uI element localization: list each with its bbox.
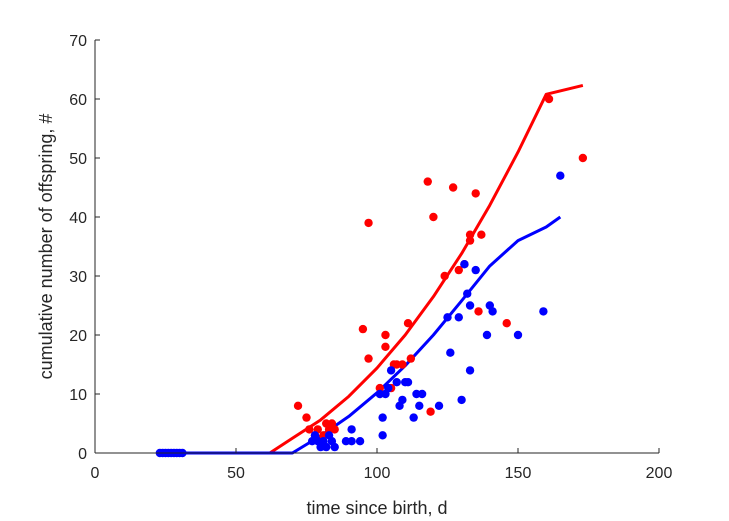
data-point-0-0: [293, 401, 303, 410]
data-point-0-14: [381, 330, 390, 340]
data-point-1-30: [398, 395, 407, 405]
data-point-0-11: [364, 354, 373, 363]
y-tick-label: 60: [69, 92, 87, 109]
data-point-0-34: [502, 319, 511, 328]
data-point-1-26: [384, 383, 393, 393]
data-point-0-10: [358, 324, 368, 334]
data-point-0-1: [302, 413, 311, 422]
data-point-0-35: [544, 94, 554, 104]
x-tick-label: 50: [227, 465, 245, 482]
plot-area: [155, 83, 588, 458]
data-point-0-22: [423, 177, 432, 186]
data-point-1-43: [463, 289, 472, 298]
data-point-0-31: [471, 189, 480, 198]
y-tick-label: 10: [69, 387, 87, 404]
y-tick-label: 40: [69, 210, 87, 227]
data-point-1-51: [539, 307, 548, 316]
data-point-0-30: [465, 236, 475, 245]
data-point-0-23: [426, 407, 435, 416]
data-point-0-9: [330, 425, 339, 434]
data-point-1-42: [460, 260, 469, 269]
data-point-1-37: [434, 401, 444, 410]
data-point-0-12: [364, 218, 373, 228]
data-point-1-21: [355, 437, 365, 446]
x-axis-label: time since birth, d: [306, 498, 447, 518]
data-point-1-32: [403, 378, 413, 387]
data-point-1-50: [513, 330, 523, 340]
data-point-1-33: [409, 413, 418, 422]
y-tick-label: 70: [69, 33, 87, 50]
x-tick-label: 100: [364, 465, 391, 482]
data-point-1-40: [454, 313, 463, 322]
y-axis-label: cumulative number of offspring, #: [36, 114, 56, 380]
data-point-1-24: [378, 431, 387, 440]
data-point-1-47: [482, 330, 492, 340]
data-point-0-32: [474, 307, 483, 316]
data-point-1-39: [446, 348, 455, 357]
axes: [94, 39, 660, 454]
data-point-1-17: [330, 442, 339, 452]
data-point-0-33: [477, 230, 486, 239]
data-point-0-20: [403, 319, 413, 328]
x-tick-label: 150: [505, 465, 532, 482]
data-point-0-15: [381, 342, 390, 351]
data-point-1-20: [347, 425, 356, 434]
x-tick-label: 0: [91, 465, 100, 482]
data-point-0-24: [429, 212, 438, 222]
data-point-1-44: [465, 301, 475, 310]
tick-labels: 0 50 100 150 200 0 10 20 30 40 50 60 70: [69, 33, 672, 482]
data-point-1-23: [378, 413, 387, 422]
data-point-0-29: [465, 230, 475, 239]
data-point-0-25: [440, 271, 449, 281]
data-point-1-28: [392, 378, 401, 387]
data-point-1-27: [386, 366, 396, 375]
data-point-1-36: [417, 389, 427, 399]
data-point-1-46: [471, 265, 480, 275]
data-point-1-14: [322, 442, 331, 452]
y-tick-label: 0: [78, 446, 87, 463]
data-point-0-2: [305, 425, 314, 434]
data-point-0-21: [406, 354, 416, 363]
x-tick-label: 200: [646, 465, 673, 482]
data-point-1-35: [415, 401, 424, 410]
y-tick-label: 50: [69, 151, 87, 168]
data-point-0-19: [398, 360, 407, 369]
data-point-1-52: [556, 171, 565, 180]
data-point-0-36: [578, 153, 588, 163]
fit-line-2: [162, 83, 584, 455]
data-point-0-27: [454, 265, 463, 275]
y-tick-label: 20: [69, 328, 87, 345]
data-point-1-45: [465, 366, 475, 375]
data-point-0-13: [375, 383, 385, 393]
data-point-0-26: [448, 183, 458, 192]
data-point-1-41: [457, 395, 466, 405]
data-point-1-38: [443, 313, 452, 322]
data-point-1-49: [488, 307, 497, 316]
y-tick-label: 30: [69, 269, 87, 286]
fit-line-3: [162, 215, 562, 455]
data-point-1-19: [347, 437, 356, 446]
